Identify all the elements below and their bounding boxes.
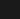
- Bar: [16, 11, 18, 13]
- Polygon shape: [15, 9, 16, 10]
